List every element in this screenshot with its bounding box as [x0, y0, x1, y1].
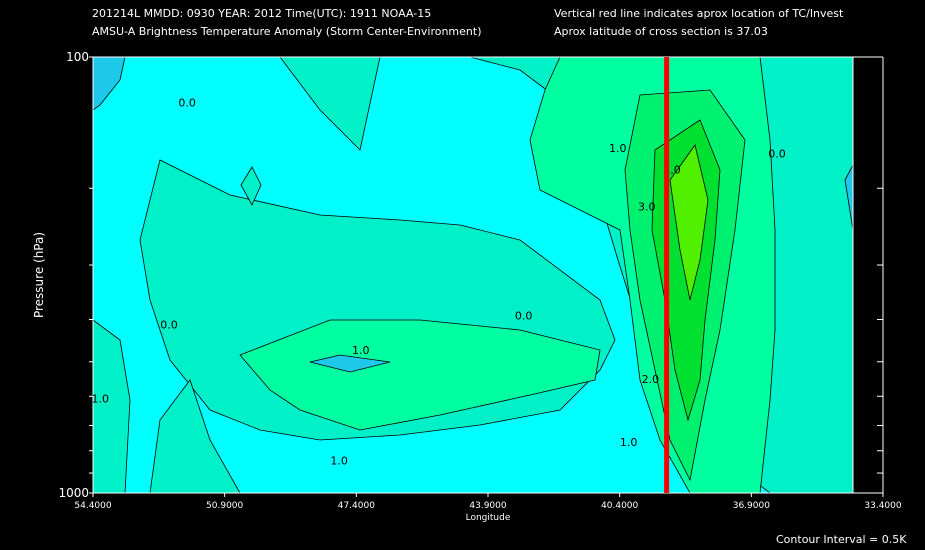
contour-fills: [93, 57, 853, 493]
x-axis-label: Longitude: [466, 513, 511, 523]
fill-low-right: [844, 164, 853, 231]
x-tick-label: 36.9000: [733, 501, 770, 511]
fill-half-mid: [239, 319, 601, 431]
header-line1-left: 201214L MMDD: 0930 YEAR: 2012 Time(UTC):…: [92, 7, 432, 20]
header-line2-left: AMSU-A Brightness Temperature Anomaly (S…: [92, 25, 482, 38]
fill-three-core: [669, 144, 709, 301]
fill-zero-west: [93, 57, 381, 151]
contour-label: 1.0: [330, 454, 348, 467]
header-line1-right: Vertical red line indicates aprox locati…: [554, 7, 844, 20]
header-line2-right: Aprox latitude of cross section is 37.03: [554, 25, 768, 38]
x-tick-label: 54.4000: [74, 501, 111, 511]
fill-diamond: [240, 166, 262, 206]
fill-zero-right-strip: [149, 379, 241, 493]
x-tick-label: 33.4000: [864, 501, 901, 511]
x-tick-label: 47.4000: [338, 501, 375, 511]
contour-label: 1.0: [620, 436, 638, 449]
x-tick-label: 43.9000: [469, 501, 506, 511]
contour-label: 1.0: [91, 392, 109, 405]
contour-label: 1.0: [609, 142, 627, 155]
x-tick-label: 40.4000: [601, 501, 638, 511]
x-tick-label: 50.9000: [206, 501, 243, 511]
plot-frame: [92, 56, 854, 494]
contour-label: 3.0: [638, 201, 656, 214]
contour-label: 0.0: [178, 97, 196, 110]
y-axis-label: Pressure (hPa): [32, 232, 46, 318]
contour-label: 0.0: [768, 147, 786, 160]
y-tick-label: 1000: [58, 486, 89, 500]
y-tick-label: 100: [66, 50, 89, 64]
contour-label: 0.0: [515, 309, 533, 322]
fill-low-center: [309, 354, 391, 373]
contour-interval-note: Contour Interval = 0.5K: [776, 533, 907, 546]
contour-label: 0.0: [160, 319, 178, 332]
contour-label: 1.0: [352, 344, 370, 357]
contour-label: 2.0: [642, 373, 660, 386]
fill-zero-left: [93, 319, 131, 493]
fill-low-left: [93, 57, 126, 111]
